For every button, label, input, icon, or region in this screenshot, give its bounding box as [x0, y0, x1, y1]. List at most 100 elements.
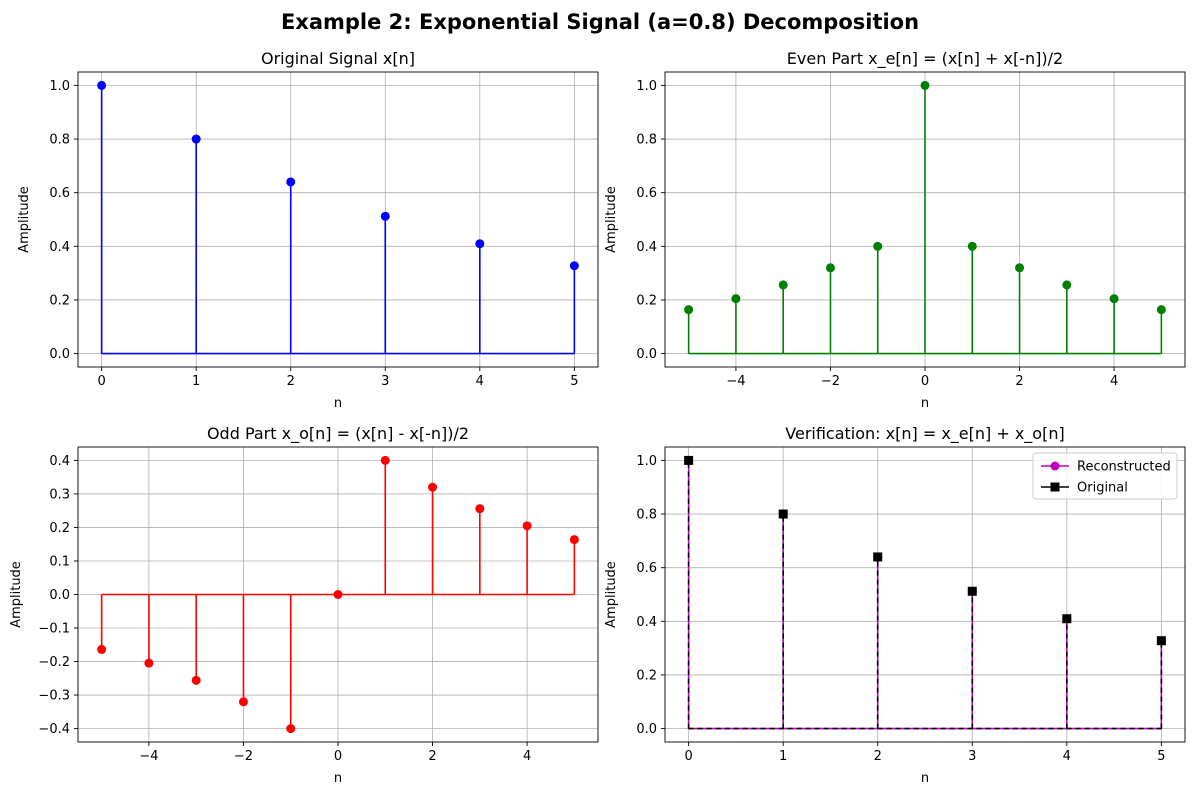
axes-frame [664, 446, 1186, 743]
legend-marker [1050, 482, 1060, 492]
data-point [522, 521, 532, 531]
subplot-title: Verification: x[n] = x_e[n] + x_o[n] [785, 424, 1064, 444]
legend: Reconstructed Original [1032, 452, 1178, 500]
data-point [191, 134, 201, 144]
y-tick-label: 1.0 [636, 79, 657, 94]
y-tick-label: 1.0 [636, 454, 657, 469]
data-point [684, 305, 694, 315]
y-tick-label: 0.2 [49, 521, 70, 536]
data-point [731, 294, 741, 304]
x-tick-label: 2 [1015, 374, 1023, 389]
y-tick-label: 0.3 [49, 487, 70, 502]
y-tick-label: −0.1 [38, 622, 70, 637]
data-point [97, 644, 107, 654]
y-tick-label: 0.6 [49, 186, 70, 201]
data-point [475, 504, 485, 514]
subplot-4: 0 1 2 3 4 5 0.0 0.2 0.4 0.6 0.8 1.0 Verification: x[… [604, 424, 1186, 786]
x-tick-label: 0 [97, 374, 105, 389]
x-tick-label: −2 [821, 374, 840, 389]
x-tick-label: 2 [428, 749, 436, 764]
y-tick-label: 0.0 [49, 347, 70, 362]
y-tick-label: 0.4 [636, 240, 657, 255]
subplot-2: −4 −2 0 2 4 0.0 0.2 0.4 0.6 0.8 1.0 Even Part x_e[n… [604, 49, 1186, 411]
data-point [778, 280, 788, 290]
data-point [380, 455, 390, 465]
y-tick-label: 0.8 [636, 133, 657, 148]
x-tick-label: 1 [192, 374, 200, 389]
x-tick-label: 2 [287, 374, 295, 389]
y-tick-label: 0.0 [49, 588, 70, 603]
y-tick-label: 0.4 [49, 454, 70, 469]
x-tick-label: 5 [1157, 749, 1165, 764]
y-tick-label: 0.8 [49, 133, 70, 148]
x-tick-label: 0 [921, 374, 929, 389]
x-tick-label: −4 [139, 749, 158, 764]
data-point [286, 177, 296, 187]
x-axis-label: n [921, 771, 929, 786]
data-point [967, 241, 977, 251]
x-tick-label: 4 [1110, 374, 1118, 389]
subplot-1: 0 1 2 3 4 5 0.0 0.2 0.4 0.6 0.8 1.0 Original Signal … [17, 49, 599, 411]
data-point [1109, 294, 1119, 304]
x-tick-label: −4 [726, 374, 745, 389]
legend-label: Reconstructed [1077, 460, 1171, 475]
data-point [333, 590, 343, 599]
y-tick-label: −0.2 [38, 655, 70, 670]
x-tick-label: 5 [570, 374, 578, 389]
data-point [778, 509, 788, 519]
legend-label: Original [1077, 481, 1128, 496]
data-point [1015, 263, 1025, 273]
x-tick-label: −2 [234, 749, 253, 764]
x-axis-label: n [334, 771, 342, 786]
subplot-title: Original Signal x[n] [261, 49, 415, 68]
data-point [873, 241, 883, 251]
axes-frame [77, 71, 599, 368]
y-axis-label: Amplitude [604, 186, 619, 253]
y-tick-label: 0.0 [636, 347, 657, 362]
data-point [286, 724, 296, 734]
y-tick-label: 0.2 [49, 293, 70, 308]
y-tick-label: −0.3 [38, 689, 70, 704]
data-point [97, 80, 107, 90]
y-tick-label: 0.1 [49, 554, 70, 569]
data-point [569, 261, 579, 271]
x-tick-label: 2 [874, 749, 882, 764]
subplot-3: −4 −2 0 2 4 −0.4 −0.3 −0.2 −0.1 0.0 0.1 0.2 0.3 0.4 Od… [9, 424, 599, 786]
y-tick-label: 0.6 [636, 561, 657, 576]
x-tick-label: 0 [684, 749, 692, 764]
y-tick-label: 0.0 [636, 722, 657, 737]
subplot-title: Even Part x_e[n] = (x[n] + x[-n])/2 [787, 49, 1063, 69]
y-tick-label: 1.0 [49, 79, 70, 94]
y-tick-label: 0.8 [636, 508, 657, 523]
y-axis-label: Amplitude [604, 561, 619, 628]
data-point [825, 263, 835, 273]
data-point [920, 80, 930, 90]
data-point [428, 482, 438, 492]
data-point [1062, 280, 1072, 290]
y-tick-label: 0.4 [49, 240, 70, 255]
data-point [475, 239, 485, 249]
data-point [873, 552, 883, 562]
x-tick-label: 3 [968, 749, 976, 764]
data-point [569, 535, 579, 545]
x-tick-label: 0 [334, 749, 342, 764]
x-axis-label: n [921, 396, 929, 411]
data-point [967, 586, 977, 596]
x-tick-label: 3 [381, 374, 389, 389]
data-point [191, 675, 201, 685]
y-axis-label: Amplitude [17, 186, 32, 253]
y-tick-label: 0.2 [636, 668, 657, 683]
x-tick-label: 4 [523, 749, 531, 764]
data-point [1156, 305, 1166, 315]
data-point [144, 658, 154, 668]
x-tick-label: 1 [779, 749, 787, 764]
y-tick-label: −0.4 [38, 722, 70, 737]
subplot-title: Odd Part x_o[n] = (x[n] - x[-n])/2 [207, 424, 469, 444]
data-point [380, 211, 390, 221]
data-point [1156, 636, 1166, 646]
data-point [684, 455, 694, 465]
x-tick-label: 4 [1063, 749, 1071, 764]
y-tick-label: 0.4 [636, 615, 657, 630]
